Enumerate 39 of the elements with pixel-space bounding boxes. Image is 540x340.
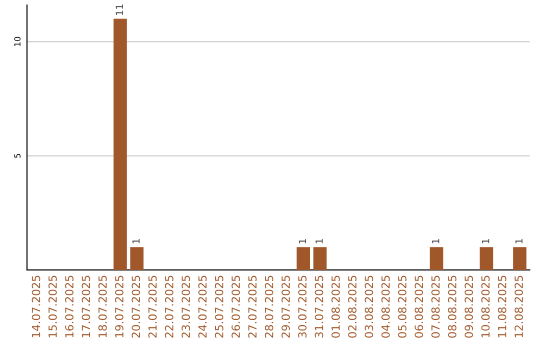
- data-label: 1: [132, 239, 140, 244]
- x-tick-label: 21.07.2025: [148, 276, 157, 338]
- x-tick-label: 28.07.2025: [264, 276, 274, 338]
- y-tick-label: 10: [14, 36, 21, 46]
- x-tick-label: 01.08.2025: [331, 276, 340, 338]
- x-tick-label: 14.07.2025: [32, 276, 40, 338]
- x-tick-label: 20.07.2025: [132, 276, 140, 338]
- x-tick-label: 07.08.2025: [431, 276, 440, 338]
- x-tick-label: 31.07.2025: [314, 276, 324, 338]
- x-tick-label: 09.08.2025: [464, 276, 474, 338]
- x-tick-label: 22.07.2025: [164, 276, 174, 338]
- data-label: 11: [116, 4, 123, 15]
- x-tick-label: 23.07.2025: [182, 276, 190, 338]
- x-tick-label: 30.07.2025: [298, 276, 307, 338]
- data-label: 1: [316, 239, 323, 244]
- data-label: 1: [482, 239, 490, 244]
- x-tick-label: 16.07.2025: [65, 276, 74, 338]
- data-label: 1: [515, 239, 522, 244]
- y-tick-label: 5: [14, 154, 21, 158]
- data-label: 1: [298, 239, 306, 244]
- x-tick-label: 19.07.2025: [115, 276, 124, 338]
- x-tick-label: 15.07.2025: [48, 276, 57, 338]
- x-tick-label: 29.07.2025: [282, 276, 290, 338]
- x-tick-label: 26.07.2025: [232, 276, 240, 338]
- x-tick-label: 03.08.2025: [364, 276, 374, 338]
- x-tick-label: 27.07.2025: [248, 276, 257, 338]
- x-tick-label: 18.07.2025: [98, 276, 107, 338]
- x-tick-label: 05.08.2025: [398, 276, 406, 338]
- data-label: 1: [432, 239, 440, 244]
- x-tick-label: 10.08.2025: [481, 276, 490, 338]
- x-tick-label: 17.07.2025: [82, 276, 90, 338]
- x-tick-label: 06.08.2025: [414, 276, 424, 338]
- x-tick-label: 12.08.2025: [514, 276, 523, 338]
- x-tick-label: 04.08.2025: [381, 276, 390, 338]
- x-tick-label: 02.08.2025: [348, 276, 357, 338]
- x-tick-label: 11.08.2025: [498, 276, 506, 338]
- x-tick-label: 08.08.2025: [448, 276, 456, 338]
- x-tick-label: 24.07.2025: [198, 276, 207, 338]
- x-tick-label: 25.07.2025: [214, 276, 224, 338]
